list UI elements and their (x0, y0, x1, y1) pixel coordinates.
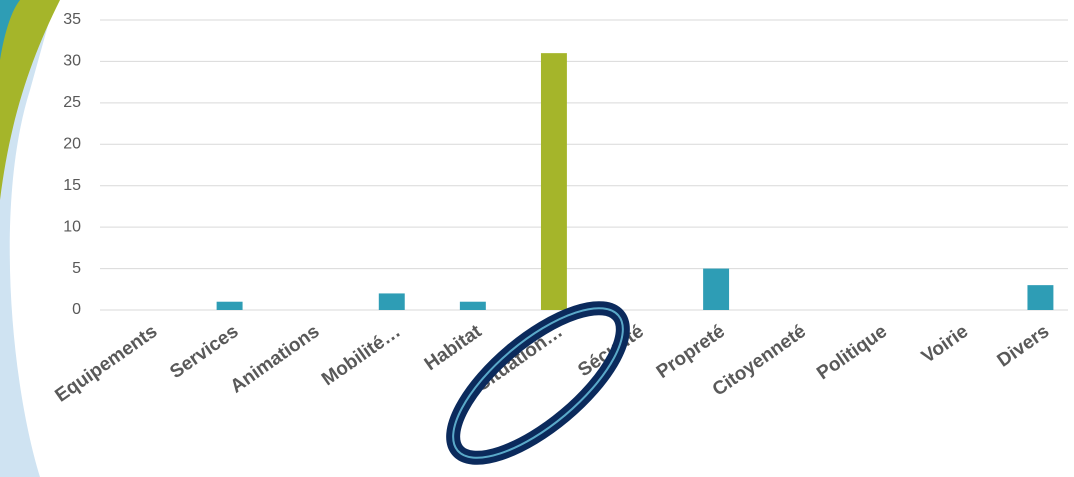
x-tick-label: Voirie (918, 321, 972, 368)
bar (540, 53, 567, 311)
y-tick-label: 20 (63, 136, 81, 153)
bar (703, 268, 730, 310)
x-tick-label: Propreté (653, 321, 729, 383)
bar (378, 293, 405, 310)
y-tick-label: 5 (72, 260, 81, 277)
x-tick-label: Equipements (52, 321, 162, 407)
x-tick-label: Politique (813, 321, 891, 384)
y-tick-label: 25 (63, 94, 81, 111)
decor-swoosh-teal (0, 0, 20, 60)
bar (216, 301, 243, 310)
bar (459, 301, 486, 310)
x-tick-label: Services (166, 321, 242, 383)
x-tick-label: Mobilité… (318, 321, 404, 390)
y-tick-label: 0 (72, 301, 81, 318)
x-tick-label: Divers (994, 321, 1054, 372)
y-tick-label: 30 (63, 53, 81, 70)
x-tick-label: Habitat (421, 321, 486, 376)
x-tick-label: Animations (227, 321, 324, 398)
decor-swoosh-green (0, 0, 60, 200)
y-tick-label: 10 (63, 218, 81, 235)
bar (1027, 285, 1054, 310)
highlight-ellipse-outline (452, 307, 624, 459)
plot-area: 0 5 10 15 20 25 30 35 Equipements ServicesAnimati… (52, 11, 1068, 407)
y-tick-label: 35 (63, 11, 81, 28)
y-tick-label: 15 (63, 177, 81, 194)
